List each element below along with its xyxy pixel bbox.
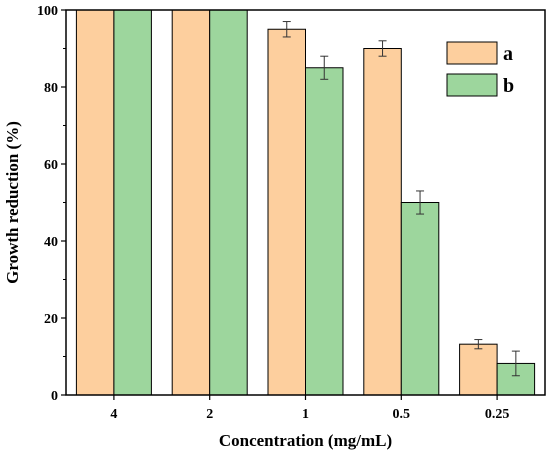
x-axis-title: Concentration (mg/mL): [219, 431, 392, 450]
x-tick-label: 4: [110, 407, 117, 422]
legend: a b: [446, 41, 514, 97]
error-bars-layer: [282, 21, 520, 377]
y-axis-title: Growth reduction (%): [3, 121, 22, 284]
y-tick-label: 40: [44, 235, 58, 250]
bar-b-4: [113, 9, 152, 396]
bar-a-0.25: [459, 343, 498, 396]
bar-b-2: [209, 9, 248, 396]
x-tick-label: 1: [302, 407, 309, 422]
x-axis: 4 2 1 0.5 0.25: [110, 395, 509, 422]
bar-b-1: [305, 67, 344, 396]
y-tick-label: 0: [51, 389, 58, 404]
bars-layer: [75, 9, 536, 396]
legend-label-a: a: [503, 43, 513, 65]
legend-swatch-b: [446, 73, 498, 97]
y-tick-label: 60: [44, 158, 58, 173]
bar-a-1: [267, 28, 306, 396]
legend-label-b: b: [503, 75, 514, 97]
x-tick-label: 0.25: [485, 407, 510, 422]
bar-a-0.5: [363, 48, 402, 396]
y-tick-label: 100: [37, 4, 58, 19]
y-tick-label: 20: [44, 312, 58, 327]
bar-a-4: [75, 9, 115, 396]
y-axis: 0 20 40 60 80 100: [37, 4, 66, 404]
bar-b-0.5: [400, 202, 440, 396]
y-tick-label: 80: [44, 81, 58, 96]
x-tick-label: 2: [206, 407, 213, 422]
bar-a-2: [171, 9, 211, 396]
x-tick-label: 0.5: [393, 407, 411, 422]
legend-swatch-a: [446, 41, 498, 65]
